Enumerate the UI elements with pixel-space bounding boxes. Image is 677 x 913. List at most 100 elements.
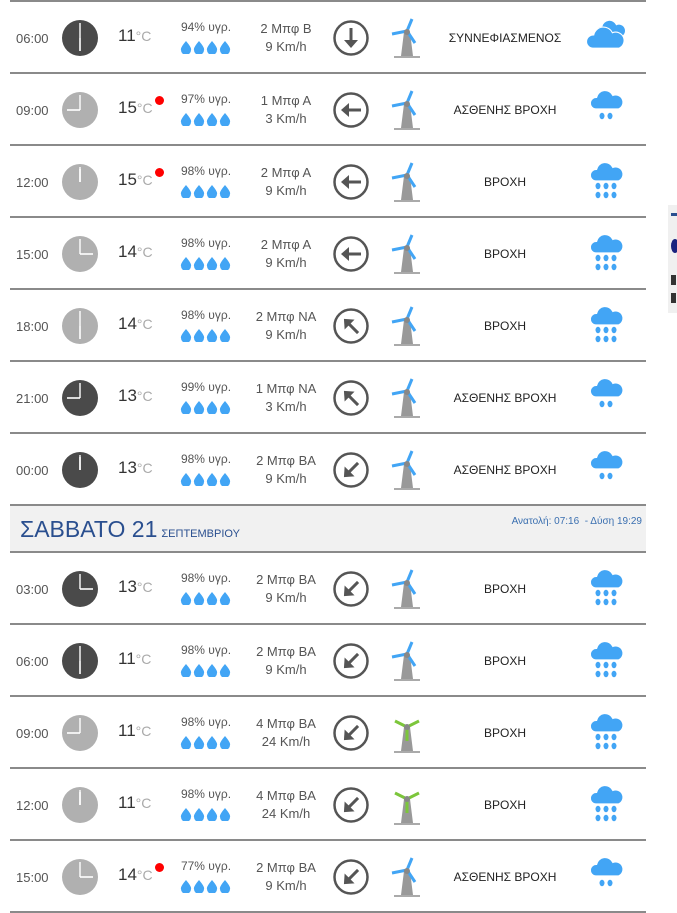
forecast-row: 12:00 15°C 98% υγρ. 2 Μπφ Α 9 Km/h ΒΡΟΧΗ <box>10 144 646 216</box>
day-clock-icon <box>51 857 109 902</box>
humidity: 98% υγρ. <box>180 715 232 729</box>
rain-weather-icon <box>584 565 628 616</box>
wind-direction-arrow-icon <box>332 19 370 62</box>
wind: 2 Μπφ ΒΑ 9 Km/h <box>246 643 326 679</box>
alert-dot-icon <box>155 863 164 872</box>
forecast-row: 15:00 14°C 98% υγρ. 2 Μπφ Α 9 Km/h ΒΡΟΧΗ <box>10 216 646 288</box>
temperature-value: 14 <box>118 865 137 884</box>
wind-turbine-icon <box>382 88 426 137</box>
time: 15:00 <box>16 247 49 262</box>
wind-beaufort: 2 Μπφ Α <box>260 165 312 180</box>
weather-description: ΒΡΟΧΗ <box>483 247 526 261</box>
temperature-value: 13 <box>118 577 137 596</box>
light-rain-weather-icon <box>584 853 628 904</box>
humidity-drops-icon <box>180 807 232 826</box>
humidity: 99% υγρ. <box>180 380 232 394</box>
temperature: 11°C <box>118 26 151 46</box>
temperature-unit: °C <box>136 244 153 260</box>
weather-description: ΑΣΘΕΝΗΣ ΒΡΟΧΗ <box>453 463 557 477</box>
forecast-row: 12:00 11°C 98% υγρ. 4 Μπφ ΒΑ 24 Km/h ΒΡΟΧ… <box>10 767 646 839</box>
day-clock-icon <box>51 785 109 830</box>
wind: 2 Μπφ ΒΑ 9 Km/h <box>246 571 326 607</box>
humidity-drops-icon <box>180 400 232 419</box>
wind: 2 Μπφ ΒΑ 9 Km/h <box>246 859 326 895</box>
day-title: ΣΑΒΒΑΤΟ 21 ΣΕΠΤΕΜΒΡΙΟΥ <box>20 516 240 543</box>
night-clock-icon <box>51 569 109 614</box>
wind-direction-arrow-icon <box>332 379 370 422</box>
wind-turbine-icon <box>382 376 426 425</box>
weather-description: ΒΡΟΧΗ <box>483 582 526 596</box>
temperature: 14°C <box>118 314 153 334</box>
wind-direction-arrow-icon <box>332 786 370 829</box>
temperature-unit: °C <box>135 28 152 44</box>
temperature: 13°C <box>118 577 153 597</box>
wind: 1 Μπφ ΝΑ 3 Km/h <box>246 380 326 416</box>
wind-beaufort: 2 Μπφ Β <box>260 21 312 36</box>
forecast-row: 06:00 11°C 94% υγρ. 2 Μπφ Β 9 Km/h ΣΥΝΝΕΦ… <box>10 0 646 72</box>
day-clock-icon <box>51 306 109 351</box>
humidity-drops-icon <box>180 328 232 347</box>
wind-beaufort: 2 Μπφ ΒΑ <box>256 860 316 875</box>
light-rain-weather-icon <box>584 374 628 425</box>
humidity: 98% υγρ. <box>180 308 232 322</box>
sunset-label: - Δύση <box>584 516 615 527</box>
sunset-time: 19:29 <box>616 516 642 527</box>
temperature: 11°C <box>118 721 151 741</box>
wind-direction-arrow-icon <box>332 858 370 901</box>
humidity: 98% υγρ. <box>180 571 232 585</box>
temperature: 14°C <box>118 865 153 885</box>
forecast-row: 06:00 11°C 98% υγρ. 2 Μπφ ΒΑ 9 Km/h ΒΡΟΧΗ <box>10 623 646 695</box>
weather-description: ΒΡΟΧΗ <box>483 175 526 189</box>
time: 15:00 <box>16 870 49 885</box>
night-clock-icon <box>51 450 109 495</box>
humidity: 94% υγρ. <box>180 20 232 34</box>
temperature: 15°C <box>118 98 153 118</box>
wind-beaufort: 4 Μπφ ΒΑ <box>256 788 316 803</box>
time: 18:00 <box>16 319 49 334</box>
forecast-row: 18:00 14°C 98% υγρ. 2 Μπφ ΝΑ 9 Km/h ΒΡΟΧΗ <box>10 288 646 360</box>
temperature-unit: °C <box>135 795 152 811</box>
night-clock-icon <box>51 18 109 63</box>
month-name: ΣΕΠΤΕΜΒΡΙΟΥ <box>161 528 240 540</box>
humidity-drops-icon <box>180 184 232 203</box>
humidity: 97% υγρ. <box>180 92 232 106</box>
wind-beaufort: 1 Μπφ ΝΑ <box>255 381 317 396</box>
weather-description: ΒΡΟΧΗ <box>483 726 526 740</box>
wind-turbine-icon <box>382 855 426 904</box>
temperature-value: 11 <box>118 721 136 740</box>
temperature-unit: °C <box>136 460 153 476</box>
weather-description: ΒΡΟΧΗ <box>483 654 526 668</box>
rain-weather-icon <box>584 302 628 353</box>
humidity-drops-icon <box>180 591 232 610</box>
time: 06:00 <box>16 654 49 669</box>
humidity-drops-icon <box>180 735 232 754</box>
humidity-drops-icon <box>180 40 232 59</box>
temperature: 13°C <box>118 458 153 478</box>
temperature: 13°C <box>118 386 153 406</box>
temperature-value: 11 <box>118 793 136 812</box>
wind-turbine-icon <box>382 304 426 353</box>
rain-weather-icon <box>584 781 628 832</box>
wind-speed: 9 Km/h <box>265 662 307 677</box>
humidity: 98% υγρ. <box>180 236 232 250</box>
forecast-row: 09:00 15°C 97% υγρ. 1 Μπφ Α 3 Km/h ΑΣΘΕΝΗ… <box>10 72 646 144</box>
time: 12:00 <box>16 798 49 813</box>
wind-turbine-icon <box>382 783 426 832</box>
time: 09:00 <box>16 726 49 741</box>
temperature-value: 13 <box>118 458 137 477</box>
forecast-row: 15:00 14°C 77% υγρ. 2 Μπφ ΒΑ 9 Km/h ΑΣΘΕΝ… <box>10 839 646 911</box>
temperature-value: 14 <box>118 314 137 333</box>
wind-direction-arrow-icon <box>332 163 370 206</box>
side-widget[interactable] <box>668 205 677 313</box>
wind: 4 Μπφ ΒΑ 24 Km/h <box>246 715 326 751</box>
rain-weather-icon <box>584 230 628 281</box>
wind: 1 Μπφ Α 3 Km/h <box>246 92 326 128</box>
rain-weather-icon <box>584 158 628 209</box>
rain-weather-icon <box>584 709 628 760</box>
forecast-row: 21:00 13°C 99% υγρ. 1 Μπφ ΝΑ 3 Km/h ΑΣΘΕΝ… <box>10 360 646 432</box>
temperature-value: 13 <box>118 386 137 405</box>
temperature-unit: °C <box>136 100 153 116</box>
day-name: ΣΑΒΒΑΤΟ 21 <box>20 516 158 542</box>
day-clock-icon <box>51 162 109 207</box>
